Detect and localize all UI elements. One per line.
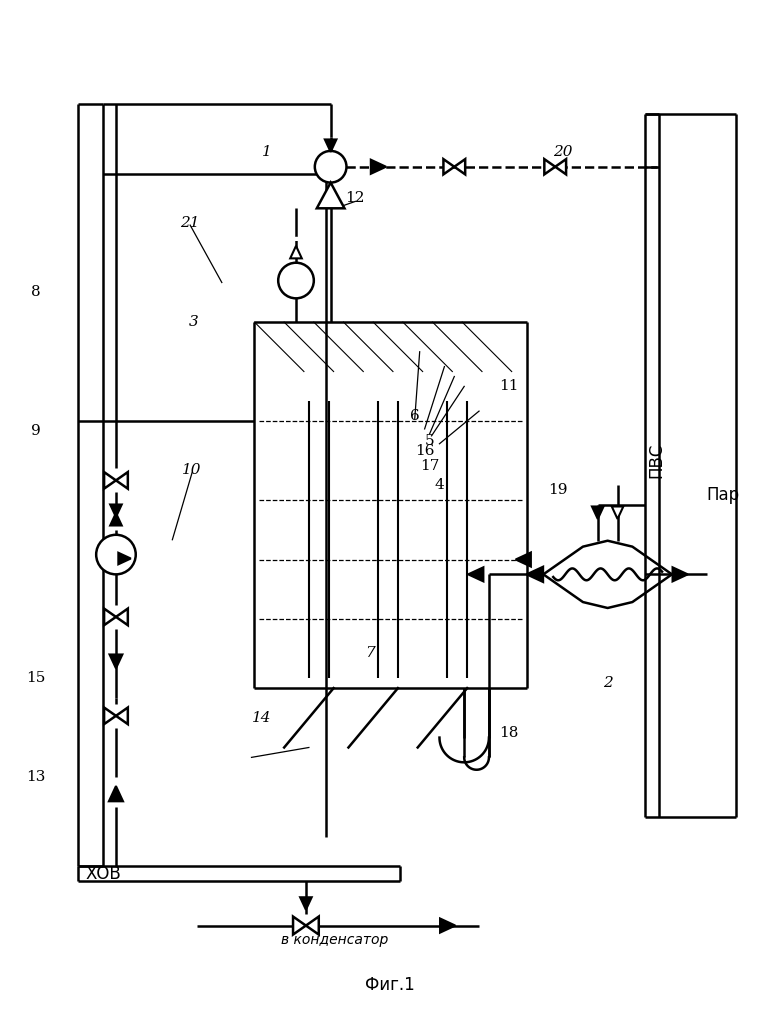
Text: 19: 19 <box>548 484 568 497</box>
Polygon shape <box>317 182 345 208</box>
Text: 10: 10 <box>183 463 202 477</box>
Polygon shape <box>104 472 116 489</box>
Text: 4: 4 <box>434 478 445 492</box>
Polygon shape <box>440 919 456 932</box>
Polygon shape <box>104 708 116 724</box>
Text: 3: 3 <box>190 315 199 329</box>
Text: 21: 21 <box>180 216 200 230</box>
Text: 18: 18 <box>499 725 519 740</box>
Polygon shape <box>672 567 688 581</box>
Polygon shape <box>516 553 531 567</box>
Text: 6: 6 <box>410 410 420 423</box>
Text: 2: 2 <box>603 676 612 690</box>
Polygon shape <box>443 159 454 174</box>
Circle shape <box>315 151 346 182</box>
Text: 13: 13 <box>27 770 45 784</box>
Circle shape <box>278 262 314 298</box>
Text: ХОВ: ХОВ <box>85 865 121 883</box>
Polygon shape <box>290 246 302 258</box>
Polygon shape <box>109 654 122 669</box>
Polygon shape <box>110 504 122 517</box>
Polygon shape <box>370 159 386 174</box>
Polygon shape <box>468 567 484 581</box>
Text: 1: 1 <box>261 145 271 158</box>
Polygon shape <box>119 553 131 564</box>
Text: 11: 11 <box>499 380 519 393</box>
Polygon shape <box>116 472 128 489</box>
Circle shape <box>96 535 136 574</box>
Text: 17: 17 <box>420 459 439 472</box>
Polygon shape <box>592 506 604 519</box>
Polygon shape <box>454 159 465 174</box>
Text: 15: 15 <box>27 671 45 685</box>
Text: 9: 9 <box>31 424 41 438</box>
Polygon shape <box>109 786 123 802</box>
Text: ПВС: ПВС <box>647 442 665 478</box>
Text: Пар: Пар <box>707 487 739 504</box>
Polygon shape <box>104 608 116 626</box>
Text: 8: 8 <box>31 285 41 299</box>
Polygon shape <box>116 608 128 626</box>
Text: Фиг.1: Фиг.1 <box>365 975 415 994</box>
Polygon shape <box>612 506 623 519</box>
Polygon shape <box>324 140 336 152</box>
Polygon shape <box>555 159 566 174</box>
Text: 5: 5 <box>425 434 434 448</box>
Polygon shape <box>306 917 319 934</box>
Polygon shape <box>544 159 555 174</box>
Polygon shape <box>293 917 306 934</box>
Polygon shape <box>526 567 543 582</box>
Text: 16: 16 <box>415 443 434 458</box>
Text: 14: 14 <box>252 711 271 724</box>
Text: в конденсатор: в конденсатор <box>281 933 388 948</box>
Polygon shape <box>300 897 312 910</box>
Polygon shape <box>116 708 128 724</box>
Text: 12: 12 <box>346 191 365 206</box>
Polygon shape <box>110 513 122 526</box>
Text: 7: 7 <box>365 646 375 661</box>
Text: 20: 20 <box>553 145 573 158</box>
